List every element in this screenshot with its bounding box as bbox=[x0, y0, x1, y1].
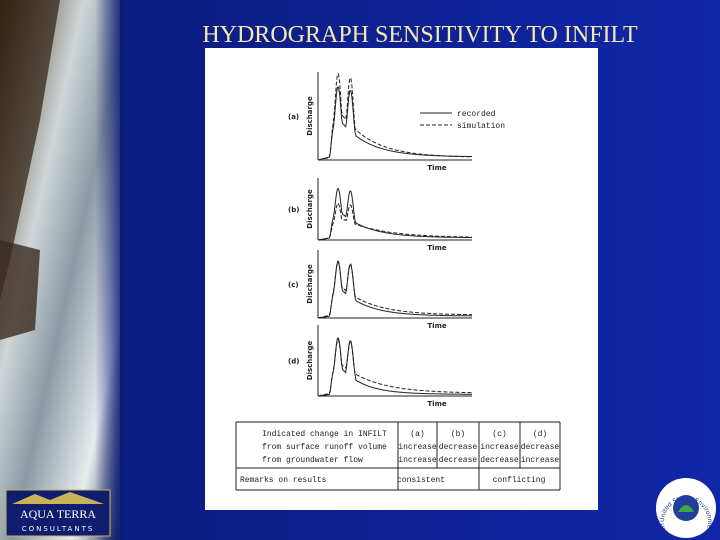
panel-label: (b) bbox=[288, 206, 299, 214]
table-row-label: from surface runoff volume bbox=[262, 443, 387, 452]
recorded-curve bbox=[317, 188, 472, 241]
rock bbox=[0, 0, 60, 300]
logo-mountains bbox=[12, 492, 104, 504]
table-cell: decrease bbox=[480, 456, 519, 465]
x-axis-label: Time bbox=[427, 244, 446, 252]
table-cell: decrease bbox=[521, 443, 560, 452]
panel-label: (c) bbox=[288, 281, 299, 289]
table-cell: (b) bbox=[451, 430, 465, 439]
table-cell: increase bbox=[521, 456, 560, 465]
table-cell: decrease bbox=[439, 443, 478, 452]
table-cell: increase bbox=[480, 443, 519, 452]
recorded-curve bbox=[317, 261, 472, 319]
rock bbox=[0, 240, 40, 340]
table-cell: (c) bbox=[492, 430, 506, 439]
photo-fade bbox=[95, 0, 125, 540]
epa-flower bbox=[678, 505, 694, 512]
table-row-label: Indicated change in INFILT bbox=[262, 430, 387, 439]
slide-title: HYDROGRAPH SENSITIVITY TO INFILT bbox=[202, 22, 638, 48]
y-axis-label: Discharge bbox=[306, 96, 314, 136]
logo-subtitle: CONSULTANTS bbox=[22, 525, 95, 533]
panel-label: (d) bbox=[288, 358, 299, 366]
x-axis-label: Time bbox=[427, 164, 446, 172]
simulation-curve bbox=[317, 73, 472, 161]
y-axis-label: Discharge bbox=[306, 341, 314, 381]
y-axis-label: Discharge bbox=[306, 189, 314, 229]
recorded-curve bbox=[317, 337, 472, 397]
figure: (a) Discharge Time (b) Discharge Time (c) Disch… bbox=[235, 72, 561, 491]
table-cell: decrease bbox=[439, 456, 478, 465]
x-axis-label: Time bbox=[427, 400, 446, 408]
figure-panel bbox=[205, 48, 598, 510]
simulation-curve bbox=[317, 339, 473, 397]
simulation-curve bbox=[317, 203, 472, 241]
table-cell: conflicting bbox=[493, 476, 546, 485]
panel-label: (a) bbox=[288, 113, 299, 121]
legend-label: recorded bbox=[457, 110, 496, 119]
table-cell: consistent bbox=[397, 476, 445, 485]
y-axis-label: Discharge bbox=[306, 264, 314, 304]
table-row-label: from groundwater flow bbox=[262, 456, 363, 465]
aquaterra-logo bbox=[5, 489, 111, 537]
logo-name: AQUA TERRA bbox=[20, 507, 96, 521]
table-cell: (d) bbox=[533, 430, 547, 439]
table-cell: increase bbox=[398, 456, 437, 465]
table-cell: increase bbox=[398, 443, 437, 452]
table-cell: (a) bbox=[410, 430, 424, 439]
x-axis-label: Time bbox=[427, 322, 446, 330]
legend-label: simulation bbox=[457, 122, 505, 131]
simulation-curve bbox=[317, 260, 473, 319]
table-row-label: Remarks on results bbox=[240, 476, 327, 485]
